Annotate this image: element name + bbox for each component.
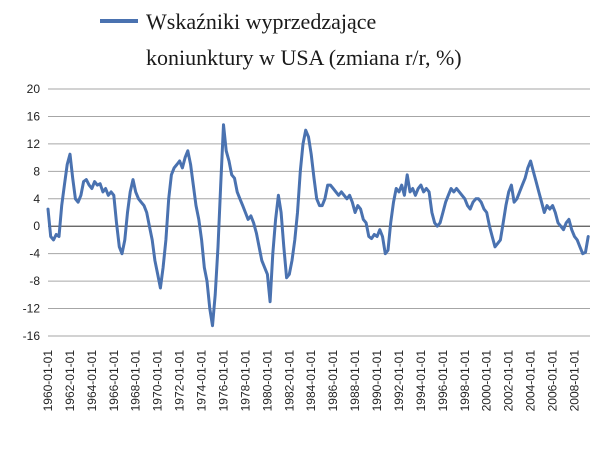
y-tick-label: 4 xyxy=(33,192,40,206)
x-tick-label: 1978-01-01 xyxy=(238,350,252,412)
x-tick-label: 1972-01-01 xyxy=(173,350,187,412)
y-tick-label: 0 xyxy=(33,219,40,233)
x-tick-label: 1964-01-01 xyxy=(85,350,99,412)
legend-label-line-2: koniunktury w USA (zmiana r/r, %) xyxy=(146,45,462,70)
y-tick-label: -4 xyxy=(29,247,40,261)
x-tick-label: 1962-01-01 xyxy=(63,350,77,412)
series-layer xyxy=(46,123,590,328)
x-tick-label: 2008-01-01 xyxy=(568,350,582,412)
x-tick-label: 1976-01-01 xyxy=(217,350,231,412)
x-tick-label: 1994-01-01 xyxy=(414,350,428,412)
y-tick-label: 20 xyxy=(27,82,41,96)
x-tick-label: 2002-01-01 xyxy=(502,350,516,412)
x-tick-label: 1984-01-01 xyxy=(304,350,318,412)
y-tick-label: 8 xyxy=(33,164,40,178)
x-tick-label: 1996-01-01 xyxy=(436,350,450,412)
x-tick-label: 1970-01-01 xyxy=(151,350,165,412)
legend: Wskaźniki wyprzedzające koniunktury w US… xyxy=(100,9,462,70)
x-tick-label: 1986-01-01 xyxy=(326,350,340,412)
x-tick-label: 2004-01-01 xyxy=(524,350,538,412)
gridlines xyxy=(48,88,590,337)
y-tick-label: -8 xyxy=(29,274,40,288)
x-tick-label: 1980-01-01 xyxy=(260,350,274,412)
y-tick-label: -16 xyxy=(23,329,41,343)
x-tick-label: 1968-01-01 xyxy=(129,350,143,412)
y-tick-label: 12 xyxy=(27,137,41,151)
y-tick-label: 16 xyxy=(27,109,41,123)
x-tick-label: 2006-01-01 xyxy=(546,350,560,412)
x-tick-label: 1990-01-01 xyxy=(370,350,384,412)
x-tick-label: 1998-01-01 xyxy=(458,350,472,412)
x-tick-label: 1960-01-01 xyxy=(41,350,55,412)
y-tick-label: -12 xyxy=(23,302,41,316)
x-tick-label: 1988-01-01 xyxy=(348,350,362,412)
y-axis-ticks: 20 16 12 8 4 0 -4 -8 -12 -16 xyxy=(23,82,41,343)
x-tick-label: 1974-01-01 xyxy=(195,350,209,412)
series-line xyxy=(46,123,590,328)
legend-label-line-1: Wskaźniki wyprzedzające xyxy=(146,9,376,34)
x-tick-label: 1992-01-01 xyxy=(392,350,406,412)
x-axis-ticks: 1960-01-01 1962-01-01 1964-01-01 1966-01-01… xyxy=(41,350,582,412)
x-tick-label: 1966-01-01 xyxy=(107,350,121,412)
x-tick-label: 1982-01-01 xyxy=(282,350,296,412)
x-tick-label: 2000-01-01 xyxy=(480,350,494,412)
